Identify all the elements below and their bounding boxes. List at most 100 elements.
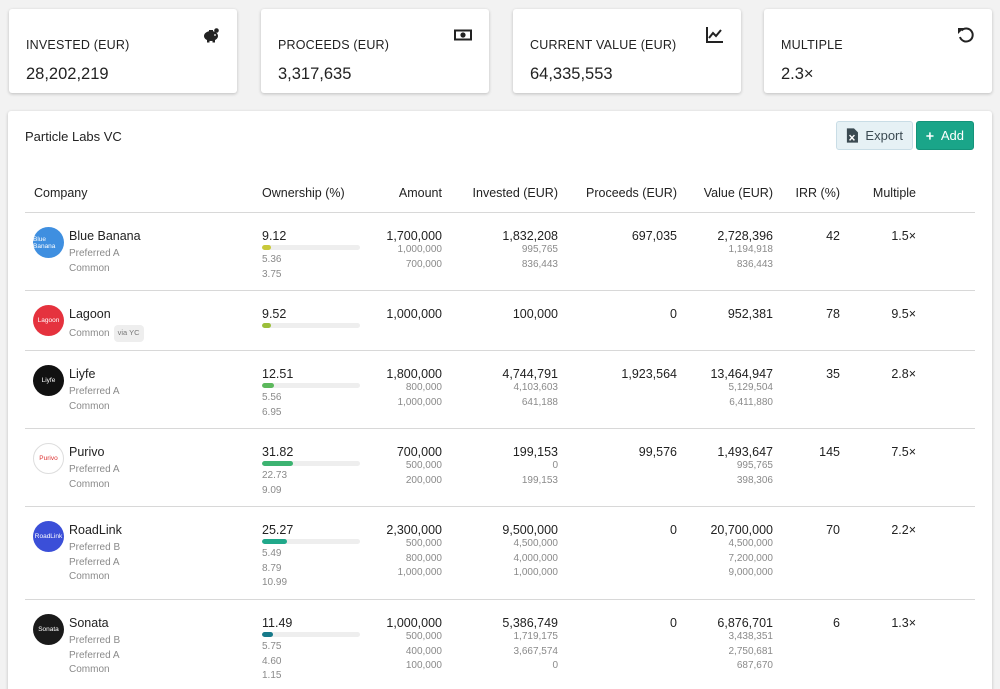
logo-text: Sonata (38, 626, 59, 633)
column-ownership[interactable]: Ownership (%) (262, 186, 345, 200)
proceeds-cell: 99,576 (580, 445, 677, 459)
share-ownership: 1.15 (262, 670, 282, 682)
column-value[interactable]: Value (EUR) (703, 186, 773, 200)
company-name[interactable]: Sonata (69, 616, 109, 630)
irr-cell: 6 (795, 616, 840, 630)
table-row[interactable]: Blue Banana Blue Banana Preferred A Common 9… (25, 213, 975, 291)
company-name[interactable]: RoadLink (69, 523, 122, 537)
share-invested: 1,000,000 (513, 567, 559, 579)
amount-value: 2,300,000 (386, 523, 442, 537)
share-classes: Preferred A Common (69, 247, 120, 276)
company-name[interactable]: Purivo (69, 445, 105, 459)
share-value: 836,443 (736, 258, 773, 270)
company-logo: Liyfe (33, 365, 64, 396)
stat-value: 64,335,553 (530, 65, 613, 83)
irr-cell: 42 (795, 229, 840, 243)
value-cell: 952,381 (683, 307, 773, 321)
multiple-cell: 2.8× (885, 367, 916, 381)
irr-value: 145 (819, 445, 840, 459)
ownership-bar (262, 632, 360, 637)
share-class: Preferred B (69, 542, 121, 553)
proceeds-cell: 0 (580, 307, 677, 321)
share-value: 3,438,351 (728, 631, 774, 642)
share-amount: 800,000 (405, 382, 442, 393)
column-company[interactable]: Company (34, 186, 88, 200)
share-value: 687,670 (736, 660, 773, 672)
add-label: Add (940, 128, 964, 143)
company-logo: Sonata (33, 614, 64, 645)
stat-card-proceeds: PROCEEDS (EUR) 3,317,635 (261, 9, 489, 93)
amount-value: 700,000 (396, 445, 442, 459)
share-ownership: 10.99 (262, 577, 288, 589)
amount-cell: 1,800,000 800,000 1,000,000 (365, 367, 442, 410)
value-cell: 20,700,000 4,500,000 7,200,000 9,000,000 (683, 523, 773, 581)
column-invested[interactable]: Invested (EUR) (472, 186, 558, 200)
table-row[interactable]: RoadLink RoadLink Preferred B Preferred A Co… (25, 507, 975, 600)
irr-value: 6 (833, 616, 840, 630)
stat-label: INVESTED (EUR) (26, 38, 130, 52)
company-logo: Purivo (33, 443, 64, 474)
share-amount: 400,000 (405, 645, 442, 657)
chart-line-icon (706, 27, 723, 43)
column-amount[interactable]: Amount (398, 186, 442, 200)
multiple-cell: 1.5× (885, 229, 916, 243)
company-logo: Lagoon (33, 305, 64, 336)
share-invested: 1,719,175 (513, 631, 559, 642)
stat-card-current-value: CURRENT VALUE (EUR) 64,335,553 (513, 9, 741, 93)
column-multiple[interactable]: Multiple (872, 186, 916, 200)
share-value: 398,306 (736, 474, 773, 486)
plus-icon (926, 131, 934, 140)
share-amount: 500,000 (405, 460, 442, 471)
table-row[interactable]: Sonata Sonata Preferred B Preferred A Common… (25, 600, 975, 689)
ownership-bar-fill (262, 461, 294, 466)
invested-cell: 100,000 (458, 307, 558, 321)
amount-cell: 1,000,000 (365, 307, 442, 321)
column-proceeds[interactable]: Proceeds (EUR) (586, 186, 677, 200)
amount-cell: 1,700,000 1,000,000 700,000 (365, 229, 442, 272)
share-invested: 0 (552, 660, 558, 672)
ownership-bar-fill (262, 323, 272, 328)
proceeds-cell: 0 (580, 523, 677, 537)
share-class: Common (69, 571, 110, 583)
irr-cell: 70 (795, 523, 840, 537)
table-row[interactable]: Purivo Purivo Preferred A Common 31.82 22.73 9… (25, 429, 975, 507)
invested-value: 4,744,791 (502, 367, 558, 381)
share-classes: Preferred A Common (69, 463, 120, 492)
proceeds-cell: 697,035 (580, 229, 677, 243)
logo-text: Liyfe (41, 377, 56, 384)
share-invested: 836,443 (521, 258, 558, 270)
share-class: Preferred A (69, 556, 120, 568)
share-class: Preferred A (69, 649, 120, 661)
value-value: 952,381 (727, 307, 773, 321)
share-class: Preferred A (69, 386, 120, 397)
ownership-cell: 9.12 5.36 3.75 (262, 229, 362, 282)
share-class: Common (69, 400, 110, 412)
add-button[interactable]: Add (916, 121, 974, 150)
irr-cell: 145 (795, 445, 840, 459)
multiple-cell: 2.2× (885, 523, 916, 537)
portfolio-title: Particle Labs VC (25, 129, 122, 144)
invested-cell: 9,500,000 4,500,000 4,000,000 1,000,000 (458, 523, 558, 581)
portfolio-card: Particle Labs VC Export Add Company Owne… (8, 111, 992, 689)
table-row[interactable]: Liyfe Liyfe Preferred A Common 12.51 5.56 6.95… (25, 351, 975, 429)
share-class: Common (69, 262, 110, 274)
ownership-value: 25.27 (262, 523, 294, 537)
company-name[interactable]: Liyfe (69, 367, 96, 381)
column-irr[interactable]: IRR (%) (795, 186, 840, 200)
export-button[interactable]: Export (836, 121, 913, 150)
share-invested: 0 (552, 460, 558, 471)
table-header: Company Ownership (%) Amount Invested (E… (25, 175, 975, 213)
company-name[interactable]: Blue Banana (69, 229, 141, 243)
share-amount: 1,000,000 (397, 567, 443, 579)
share-value: 1,194,918 (728, 244, 774, 255)
share-invested: 995,765 (521, 244, 558, 255)
share-value: 5,129,504 (728, 382, 774, 393)
company-name[interactable]: Lagoon (69, 307, 111, 321)
proceeds-value: 99,576 (638, 445, 677, 459)
table-row[interactable]: Lagoon Lagoon Common via YC 9.52 1,000,000 100… (25, 291, 975, 351)
ownership-bar-fill (262, 539, 287, 544)
value-cell: 2,728,396 1,194,918 836,443 (683, 229, 773, 272)
value-value: 13,464,947 (710, 367, 773, 381)
share-class: Preferred B (69, 635, 121, 646)
ownership-value: 9.12 (262, 229, 287, 243)
